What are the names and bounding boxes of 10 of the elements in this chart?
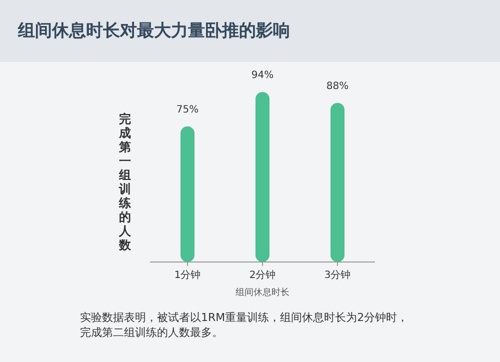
text: 实验数据表明，被试者以1RM重量训练，组间休息时长为2分钟时，完成第二组训练的人数最多。 <box>80 310 410 340</box>
x-tick-label: 2分钟 <box>249 269 276 281</box>
x-tick-label: 3分钟 <box>324 269 351 281</box>
text: 完成第一组训练的人数 <box>119 112 131 252</box>
chart-title: 组间休息时长对最大力量卧推的影响 <box>0 0 500 62</box>
data-label: 75% <box>176 104 199 116</box>
x-axis-title: 组间休息时长 <box>236 287 290 298</box>
data-label: 88% <box>326 80 349 92</box>
x-tick-label: 1分钟 <box>174 269 201 281</box>
data-label: 94% <box>251 70 274 81</box>
